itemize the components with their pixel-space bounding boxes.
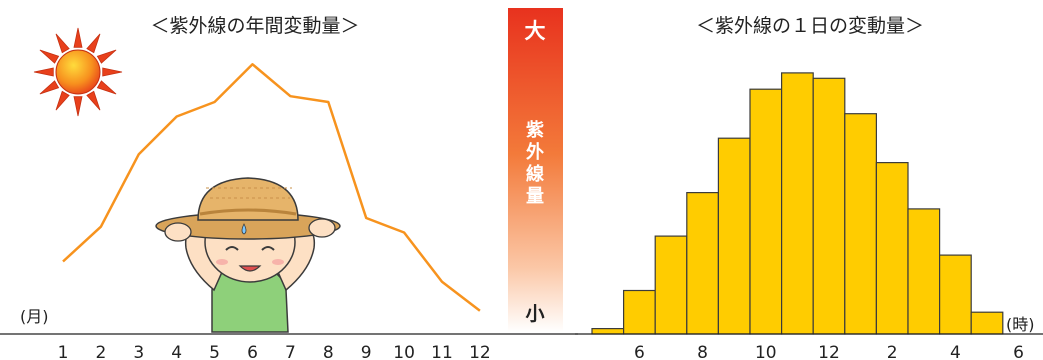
daily-uv-bar [938,254,972,335]
scale-top-label: 大 [525,19,546,43]
annual-x-tick-label: 7 [285,343,296,360]
annual-x-tick-label: 5 [209,343,220,360]
daily-uv-chart: ＜紫外線の１日の変動量＞ (時) 6 8 10 12 2 4 6 [575,15,1043,360]
daily-x-axis-label: (時) [1006,315,1035,334]
child-with-hat-icon [155,177,341,333]
uv-gradient-bar [508,8,563,332]
annual-x-tick-label: 12 [469,343,491,360]
daily-uv-bar [907,208,941,335]
annual-x-tick-label: 1 [58,343,69,360]
scale-middle-label: 紫外線量 [526,119,544,207]
annual-x-axis-label: (月) [20,307,49,326]
annual-x-tick-label: 4 [171,343,182,360]
annual-x-tick-label: 10 [393,343,415,360]
annual-uv-chart: ＜紫外線の年間変動量＞ [0,15,578,360]
sun-icon [33,27,123,117]
daily-x-tick-label: 12 [818,343,840,360]
daily-uv-bar [780,72,814,335]
annual-x-tick-label: 11 [431,343,453,360]
annual-x-tick-label: 2 [95,343,106,360]
annual-x-tick-label: 8 [323,343,334,360]
daily-x-tick-label: 6 [634,343,645,360]
annual-x-tick-label: 3 [133,343,144,360]
daily-x-tick-label: 2 [887,343,898,360]
daily-uv-bar [591,328,625,335]
daily-chart-title: ＜紫外線の１日の変動量＞ [696,15,924,37]
daily-uv-bar [970,311,1004,335]
daily-x-tick-label: 6 [1013,343,1024,360]
daily-uv-bar [686,192,719,335]
daily-uv-bar [844,113,877,335]
annual-chart-title: ＜紫外線の年間変動量＞ [150,15,359,37]
daily-uv-bar [875,162,909,335]
daily-uv-bar [717,137,751,335]
scale-bottom-label: 小 [525,303,544,325]
uv-scale-bar: 大 紫外線量 小 [508,8,563,332]
annual-uv-series-line [62,63,481,312]
daily-x-tick-label: 4 [950,343,961,360]
daily-x-tick-label: 10 [755,343,777,360]
annual-x-tick-label: 9 [361,343,372,360]
daily-uv-bar [654,235,688,335]
daily-uv-bar [622,289,656,335]
daily-uv-bar [812,77,846,335]
annual-x-tick-label: 6 [247,343,258,360]
daily-uv-bar [749,88,783,335]
daily-x-tick-label: 8 [697,343,708,360]
